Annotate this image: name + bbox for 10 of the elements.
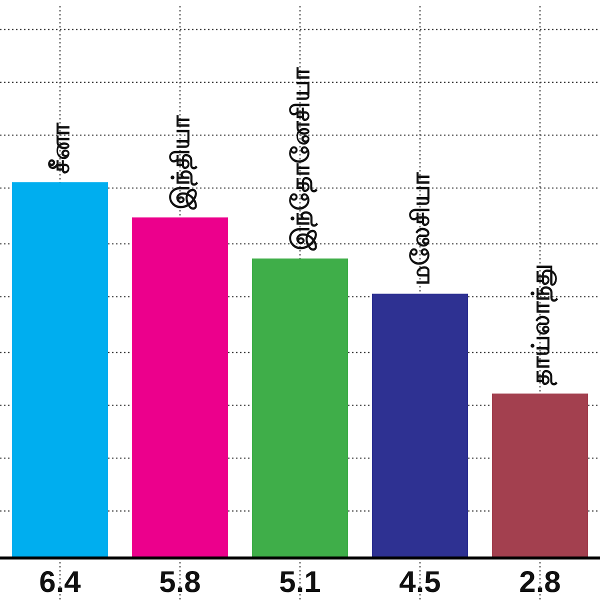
x-tick-label: தாய்லாந்து	[527, 264, 558, 386]
x-tick-label: இந்தோனேசியா	[287, 66, 318, 252]
data-label: 5.1	[279, 566, 321, 599]
data-label: 2.8	[519, 566, 561, 599]
data-label: 5.8	[159, 566, 201, 599]
x-tick-label: மலேசியா	[407, 172, 435, 286]
x-tick-label: இந்தியா	[167, 114, 198, 210]
data-label: 6.4	[39, 566, 82, 599]
data-label: 4.5	[399, 566, 441, 599]
x-tick-label: சீனா	[47, 122, 75, 174]
